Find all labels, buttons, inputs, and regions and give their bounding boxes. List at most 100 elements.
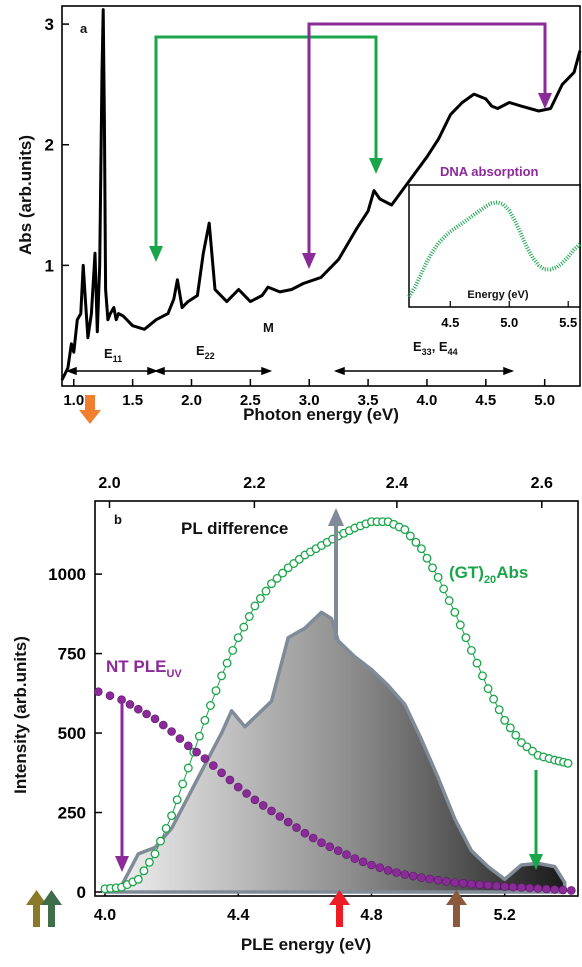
gt20-abs-point [217,671,227,681]
gt20-abs-series [100,517,573,894]
nt-ple-arrowhead [115,856,129,872]
nt-ple-uv-point [508,882,518,892]
nt-ple-uv-point [383,866,393,875]
gt20-abs-point [250,601,260,611]
green-arrowhead-left [149,246,163,262]
y-tick-label: 3 [45,15,54,34]
x-tick-label: 4.4 [227,907,249,924]
purple-arrowhead-left [302,253,316,269]
gt20-abs-point [139,866,149,876]
y-tick-label: 250 [58,804,86,823]
green-arrowhead-right [369,158,383,174]
top-tick-label: 2.4 [386,475,408,492]
gt20-abs-point [172,795,182,805]
e33-e44-label: E33, E44 [413,339,458,357]
top-tick-label: 2.2 [243,475,265,492]
inset-x-ticks: 4.5 5.0 5.5 [441,301,577,330]
x-tick-label: 4.8 [360,907,382,924]
gt20-abs-point [500,715,510,725]
nt-ple-uv-point [475,880,485,890]
x-tick-label: 4.0 [417,392,438,409]
nt-ple-uv-point [200,754,210,763]
nt-ple-uv-point [217,768,226,778]
red-arrow-icon [329,890,350,927]
nt-ple-uv-point [425,874,435,884]
gt20-abs-point [422,553,432,563]
x-tick-label: 1.5 [122,392,143,409]
gt20-abs-point [455,620,465,630]
nt-ple-uv-point [433,875,443,885]
gt20-abs-point [183,763,193,773]
panel-a-y-ticks: 1 2 3 [45,15,69,275]
e22-label: E22 [196,343,215,361]
nt-ple-uv-point [184,741,193,751]
nt-ple-uv-point [233,782,243,792]
gt20-abs-point [244,612,254,621]
inset-x-axis-label: Energy (eV) [467,289,528,301]
x-tick-label: 4.0 [94,907,116,924]
x-tick-label: 3.5 [358,392,379,409]
gt20-abs-point [211,686,221,696]
nt-ple-uv-point [142,709,151,719]
gt20-abs-point [206,701,215,710]
gt20-abs-point [505,723,515,733]
panel-b-y-ticks: 0 250 500 750 1000 [48,565,102,902]
panel-b-x-axis-label: PLE energy (eV) [241,935,371,954]
nt-ple-uv-point [342,850,351,859]
nt-ple-uv-point [558,885,568,895]
inset-tick-label: 4.5 [441,315,459,330]
gt20-abs-point [563,758,573,768]
nt-ple-uv-point [300,828,310,838]
gt20-abs-point [267,579,276,589]
nt-ple-uv-point [550,885,560,894]
panel-a: a 1 2 3 1.0 1.5 2.0 2.5 3.0 3.5 4.0 4.5 5.0 Abs (a… [16,5,582,424]
gt20-abs-point [228,645,238,655]
panel-a-label: a [80,21,88,36]
nt-ple-uv-point [267,806,276,816]
nt-ple-uv-point [159,720,168,730]
inset-tick-label: 5.5 [559,315,577,330]
gt20-abs-point [133,874,143,884]
y-tick-label: 0 [77,883,86,902]
nt-ple-uv-point [417,873,426,883]
nt-ple-uv-point [325,842,335,852]
m-label: M [263,320,274,335]
nt-ple-uv-point [175,734,185,743]
gt20-abs-point [450,607,460,617]
nt-ple-uv-point [292,823,301,832]
gt20-abs-point [144,857,154,867]
nt-ple-uv-point [94,687,103,697]
gt20-abs-point [233,633,243,643]
y-tick-label: 2 [45,136,54,155]
nt-ple-uv-point [367,860,376,870]
gt20-abs-point [472,658,482,668]
gt20-abs-point [278,568,288,578]
gt20-abs-point [255,594,265,603]
green-arrow-path [154,35,378,248]
purple-arrow-path [307,22,547,255]
top-tick-label: 2.6 [531,475,553,492]
gt20-abs-point [261,586,271,596]
gt20-abs-point [489,694,499,704]
nt-ple-uv-point [517,883,526,892]
gt20-abs-point [466,645,476,655]
nt-ple-uv-point [150,714,160,724]
gt20-abs-point [156,836,165,846]
panel-b-label: b [114,512,122,527]
nt-ple-uv-point [308,833,318,843]
nt-ple-uv-point [492,881,501,891]
gt20-abs-point [444,596,454,606]
nt-ple-uv-point [105,691,115,701]
nt-ple-uv-point [333,846,343,856]
gt20-abs-label: (GT)20Abs [449,563,528,586]
orange-arrow-icon [79,395,101,424]
gt20-abs-point [239,622,249,632]
panel-a-y-axis-label: Abs (arb.units) [16,135,35,255]
top-tick-label: 2.0 [98,475,120,492]
gt20-abs-point [272,573,282,583]
y-tick-label: 750 [58,645,86,664]
nt-ple-uv-point [542,884,551,894]
gt20-abs-point [494,705,504,715]
nt-ple-uv-point [450,878,460,887]
